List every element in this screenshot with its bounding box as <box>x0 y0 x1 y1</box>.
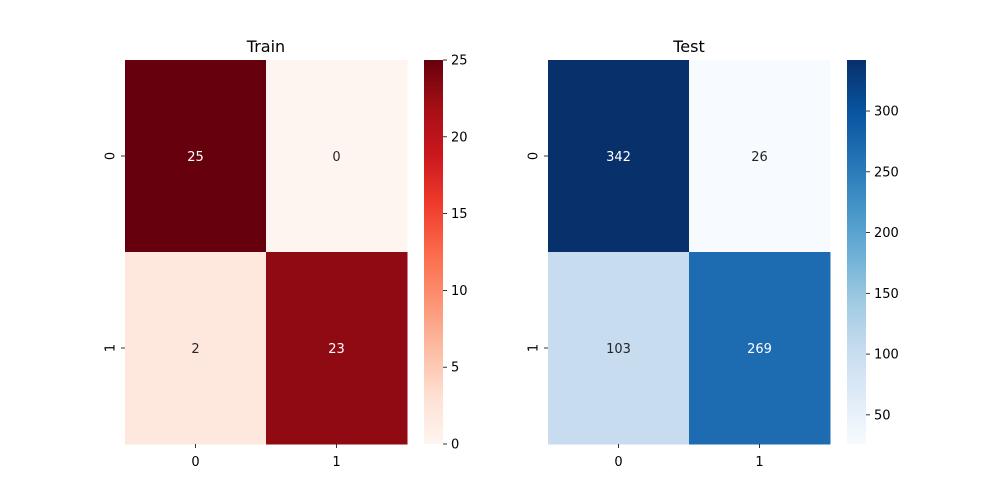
colorbar-ticks-train: 0 5 10 15 20 25 <box>443 54 468 453</box>
heatmap-cells-train: 25 0 2 23 <box>125 60 408 445</box>
colorbar-tick-label-train-5: 25 <box>451 54 468 69</box>
cell-label-train-0-1: 0 <box>332 150 340 165</box>
chart-title-test: Test <box>672 37 705 56</box>
heatmap-cell-train-0-1 <box>266 60 408 253</box>
colorbar-test <box>847 60 866 444</box>
heatmap-cell-train-0-0 <box>125 60 267 253</box>
heatmap-cell-test-0-0 <box>548 60 690 253</box>
colorbar-tick-label-train-2: 10 <box>451 284 468 299</box>
colorbar-tick-label-train-4: 20 <box>451 130 468 145</box>
colorbar-tick-label-test-4: 250 <box>874 165 899 180</box>
heatmap-cell-train-1-1 <box>266 252 408 445</box>
heatmap-cells-test: 342 26 103 269 <box>548 60 831 445</box>
x-tick-label-test-0: 0 <box>614 455 622 470</box>
cell-label-test-0-1: 26 <box>751 150 768 165</box>
y-tick-label-test-1: 1 <box>527 344 542 352</box>
colorbar-tick-label-test-1: 100 <box>874 348 899 363</box>
y-tick-label-train-1: 1 <box>104 344 119 352</box>
cell-label-train-1-1: 23 <box>328 342 345 357</box>
y-axis-train: 01 <box>104 152 125 352</box>
y-axis-test: 01 <box>527 152 548 352</box>
colorbar-tick-label-test-5: 300 <box>874 105 899 120</box>
x-tick-label-test-1: 1 <box>755 455 763 470</box>
cell-label-train-1-0: 2 <box>191 342 199 357</box>
cell-label-test-1-0: 103 <box>606 342 631 357</box>
colorbar-train <box>424 60 443 444</box>
heatmap-cell-test-1-0 <box>548 252 690 445</box>
cell-label-train-0-0: 25 <box>187 150 204 165</box>
colorbar-tick-label-train-1: 5 <box>451 361 459 376</box>
colorbar-tick-label-test-3: 200 <box>874 226 899 241</box>
colorbar-tick-label-test-2: 150 <box>874 287 899 302</box>
x-tick-label-train-0: 0 <box>191 455 199 470</box>
colorbar-ticks-test: 50 100 150 200 250 300 <box>866 105 899 423</box>
cell-label-test-0-0: 342 <box>606 150 631 165</box>
x-tick-label-train-1: 1 <box>332 455 340 470</box>
heatmap-cell-test-0-1 <box>689 60 831 253</box>
cell-label-test-1-1: 269 <box>747 342 772 357</box>
colorbar-tick-label-train-3: 15 <box>451 207 468 222</box>
heatmap-cell-test-1-1 <box>689 252 831 445</box>
colorbar-tick-label-train-0: 0 <box>451 438 459 453</box>
colorbar-tick-label-test-0: 50 <box>874 408 891 423</box>
heatmap-cell-train-1-0 <box>125 252 267 445</box>
chart-title-train: Train <box>246 37 285 56</box>
y-tick-label-train-0: 0 <box>104 152 119 160</box>
y-tick-label-test-0: 0 <box>527 152 542 160</box>
